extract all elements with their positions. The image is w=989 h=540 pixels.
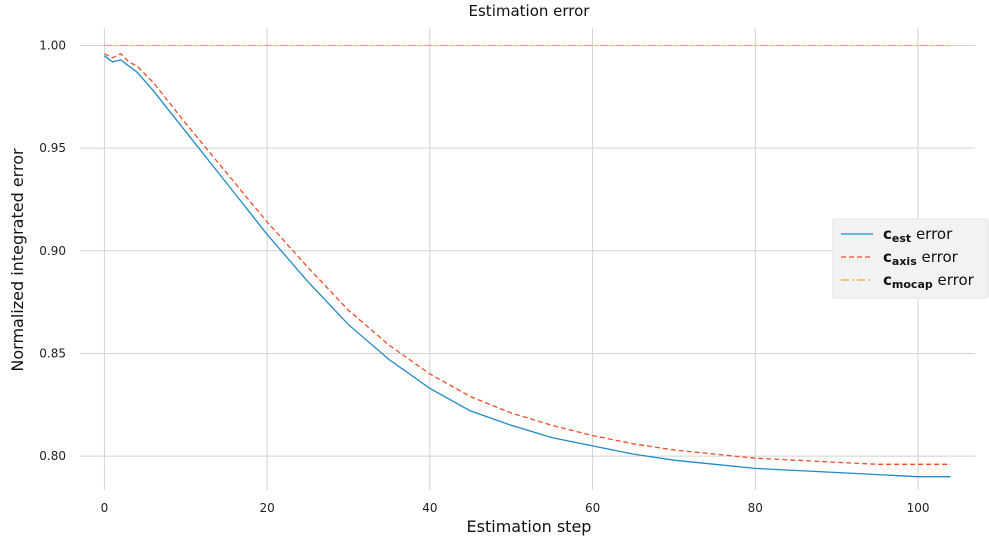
- legend-symbol: c: [883, 271, 892, 289]
- x-tick-label: 40: [422, 501, 437, 515]
- legend-entry-mocap: cmocap error: [883, 271, 975, 291]
- x-tick-label: 100: [907, 501, 930, 515]
- x-axis-label: Estimation step: [467, 517, 592, 536]
- series-lines: [104, 44, 951, 478]
- y-tick-label: 0.95: [39, 141, 66, 155]
- series-line-est: [104, 55, 951, 478]
- legend-subscript: axis: [892, 255, 917, 268]
- legend-entry-axis: caxis error: [883, 248, 959, 268]
- x-tick-label: 60: [585, 501, 600, 515]
- x-axis-ticks: 0 20 40 60 80 100: [101, 501, 930, 515]
- legend-suffix: error: [917, 248, 959, 266]
- legend-suffix: error: [911, 225, 953, 243]
- legend-subscript: est: [892, 232, 911, 245]
- chart-title: Estimation error: [469, 2, 591, 20]
- series-line-axis: [104, 52, 951, 465]
- legend-box: [832, 218, 989, 299]
- legend-symbol: c: [883, 248, 892, 266]
- x-tick-label: 0: [101, 501, 109, 515]
- y-axis-ticks: 0.80 0.85 0.90 0.95 1.00: [39, 38, 66, 463]
- y-tick-label: 0.90: [39, 244, 66, 258]
- y-tick-label: 0.85: [39, 346, 66, 360]
- y-axis-label: Normalized integrated error: [8, 148, 27, 372]
- legend-subscript: mocap: [892, 278, 933, 291]
- x-tick-label: 80: [748, 501, 763, 515]
- legend-symbol: c: [883, 225, 892, 243]
- x-tick-label: 20: [259, 501, 274, 515]
- legend-entry-est: cest error: [883, 225, 953, 245]
- y-tick-label: 0.80: [39, 449, 66, 463]
- y-tick-label: 1.00: [39, 38, 66, 52]
- legend-suffix: error: [933, 271, 975, 289]
